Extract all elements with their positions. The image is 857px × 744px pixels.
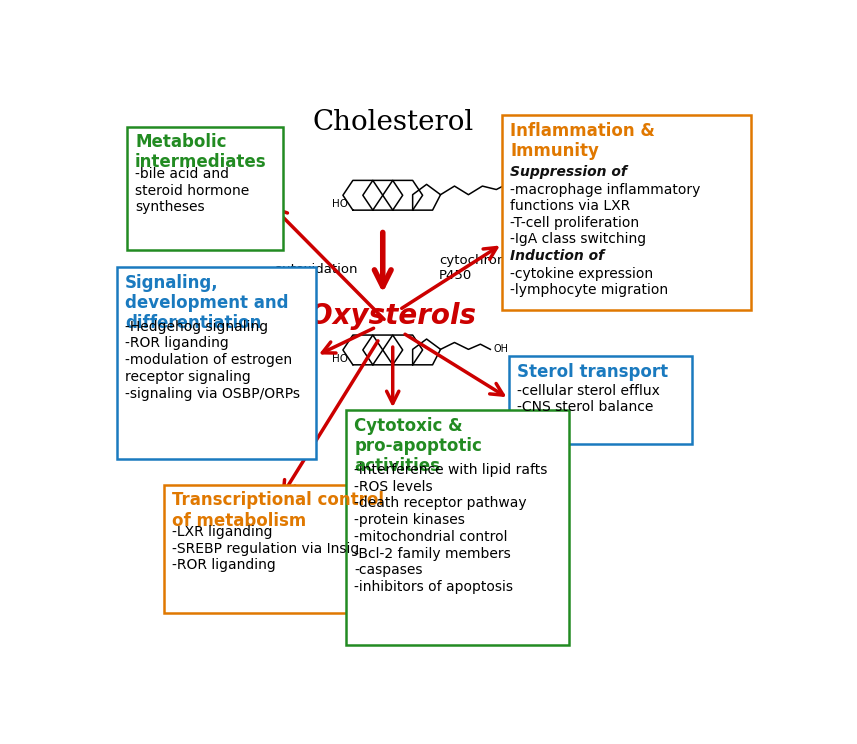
Text: -interference with lipid rafts
-ROS levels
-death receptor pathway
-protein kina: -interference with lipid rafts -ROS leve… — [354, 463, 548, 594]
Text: Cholesterol: Cholesterol — [312, 109, 473, 136]
FancyBboxPatch shape — [346, 410, 569, 645]
Text: Suppression of: Suppression of — [510, 165, 627, 179]
FancyBboxPatch shape — [164, 484, 366, 614]
Text: autoxidation: autoxidation — [274, 263, 358, 276]
FancyBboxPatch shape — [117, 267, 316, 459]
Text: -bile acid and
steroid hormone
syntheses: -bile acid and steroid hormone syntheses — [135, 167, 249, 214]
Text: Transcriptional control
of metabolism: Transcriptional control of metabolism — [171, 492, 384, 530]
Text: Sterol transport: Sterol transport — [517, 362, 668, 380]
Text: OH: OH — [494, 344, 509, 354]
FancyBboxPatch shape — [127, 126, 283, 250]
Text: -cellular sterol efflux
-CNS sterol balance: -cellular sterol efflux -CNS sterol bala… — [517, 384, 660, 414]
Text: -macrophage inflammatory
functions via LXR
-T-cell proliferation
-IgA class swit: -macrophage inflammatory functions via L… — [510, 183, 701, 246]
Text: HO: HO — [332, 354, 348, 364]
Text: Signaling,
development and
differentiation: Signaling, development and differentiati… — [125, 274, 289, 332]
FancyBboxPatch shape — [502, 115, 752, 310]
Text: cytochrome
P450: cytochrome P450 — [439, 254, 518, 282]
Text: -LXR liganding
-SREBP regulation via Insig
-ROR liganding: -LXR liganding -SREBP regulation via Ins… — [171, 525, 359, 572]
Text: Oxysterols: Oxysterols — [309, 301, 476, 330]
Text: Inflammation &
Immunity: Inflammation & Immunity — [510, 122, 655, 160]
Text: -cytokine expression
-lymphocyte migration: -cytokine expression -lymphocyte migrati… — [510, 267, 668, 297]
Text: -Hedgehog signaling
-ROR liganding
-modulation of estrogen
receptor signaling
-s: -Hedgehog signaling -ROR liganding -modu… — [125, 320, 300, 400]
Text: Cytotoxic &
pro-apoptotic
activities: Cytotoxic & pro-apoptotic activities — [354, 417, 482, 475]
Text: Metabolic
intermediates: Metabolic intermediates — [135, 133, 267, 171]
FancyBboxPatch shape — [509, 356, 692, 444]
Text: Induction of: Induction of — [510, 249, 604, 263]
Text: HO: HO — [332, 199, 348, 209]
